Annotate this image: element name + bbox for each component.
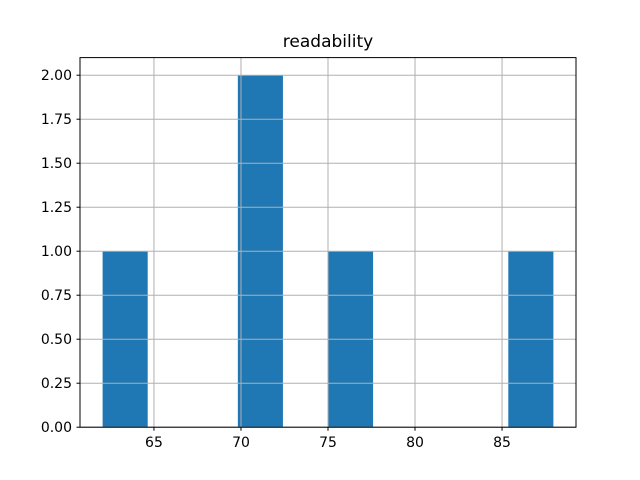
x-tick-label: 70 xyxy=(232,435,250,451)
x-tick-label: 80 xyxy=(406,435,424,451)
y-tick-label: 0.00 xyxy=(41,420,72,436)
x-tick-label: 65 xyxy=(145,435,163,451)
y-tick-label: 2.00 xyxy=(41,68,72,84)
chart-title: readability xyxy=(282,32,374,52)
y-tick-label: 0.75 xyxy=(41,288,72,304)
x-tick-label: 85 xyxy=(493,435,511,451)
y-tick-label: 1.00 xyxy=(41,244,72,260)
y-tick-label: 0.25 xyxy=(41,376,72,392)
y-tick-label: 1.25 xyxy=(41,200,72,216)
y-tick-label: 1.75 xyxy=(41,112,72,128)
y-tick-label: 0.50 xyxy=(41,332,72,348)
y-tick-label: 1.50 xyxy=(41,156,72,172)
x-tick-label: 75 xyxy=(319,435,337,451)
